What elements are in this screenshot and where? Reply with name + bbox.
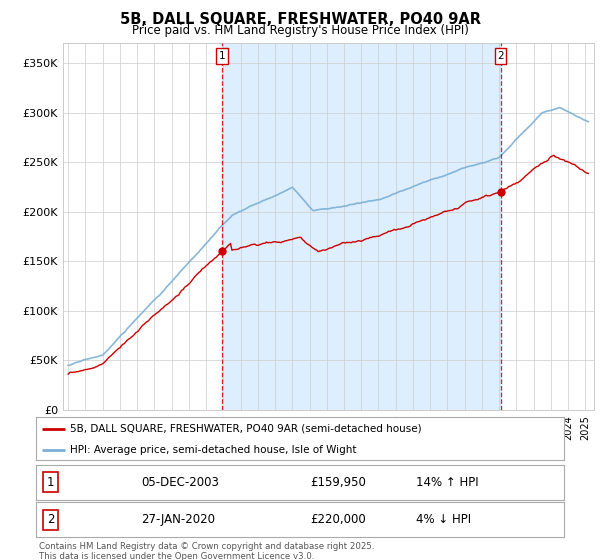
Bar bbox=[222, 43, 500, 410]
Text: £159,950: £159,950 bbox=[311, 475, 367, 489]
Text: 14% ↑ HPI: 14% ↑ HPI bbox=[416, 475, 479, 489]
Text: 1: 1 bbox=[218, 51, 225, 61]
Text: 05-DEC-2003: 05-DEC-2003 bbox=[142, 475, 220, 489]
Text: 27-JAN-2020: 27-JAN-2020 bbox=[142, 513, 215, 526]
Text: 2: 2 bbox=[497, 51, 504, 61]
Text: Price paid vs. HM Land Registry's House Price Index (HPI): Price paid vs. HM Land Registry's House … bbox=[131, 24, 469, 37]
Text: Contains HM Land Registry data © Crown copyright and database right 2025.
This d: Contains HM Land Registry data © Crown c… bbox=[39, 542, 374, 560]
Text: HPI: Average price, semi-detached house, Isle of Wight: HPI: Average price, semi-detached house,… bbox=[70, 445, 357, 455]
Text: 1: 1 bbox=[47, 475, 55, 489]
Text: 5B, DALL SQUARE, FRESHWATER, PO40 9AR: 5B, DALL SQUARE, FRESHWATER, PO40 9AR bbox=[119, 12, 481, 27]
Text: 2: 2 bbox=[47, 513, 55, 526]
Text: 5B, DALL SQUARE, FRESHWATER, PO40 9AR (semi-detached house): 5B, DALL SQUARE, FRESHWATER, PO40 9AR (s… bbox=[70, 424, 422, 434]
Text: 4% ↓ HPI: 4% ↓ HPI bbox=[416, 513, 471, 526]
Text: £220,000: £220,000 bbox=[311, 513, 367, 526]
